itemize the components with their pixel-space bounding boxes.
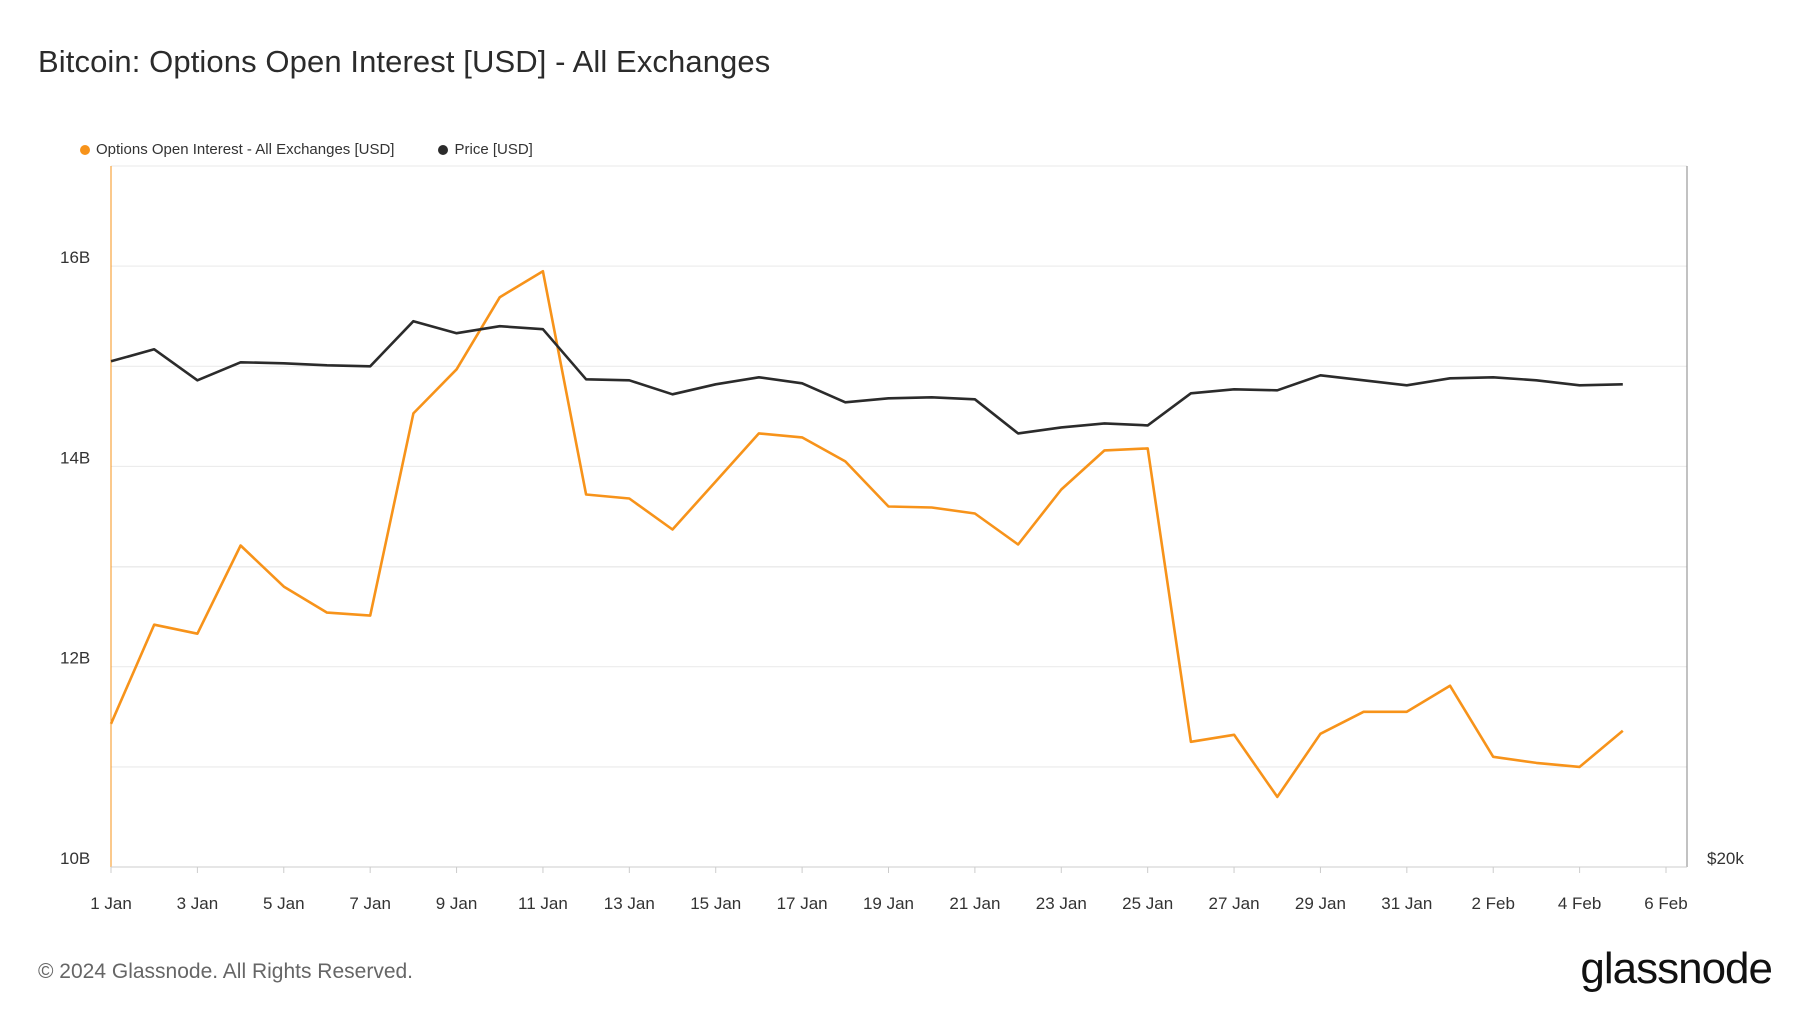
x-tick-label: 23 Jan xyxy=(1036,894,1087,913)
grid-lines xyxy=(111,265,1687,768)
legend-dot-open-interest xyxy=(80,144,90,155)
x-tick-label: 17 Jan xyxy=(777,894,828,913)
series-line-open-interest xyxy=(109,269,1624,799)
x-tick-label: 1 Jan xyxy=(90,894,132,913)
series-lines xyxy=(109,269,1624,799)
chart-title: Bitcoin: Options Open Interest [USD] - A… xyxy=(38,44,771,79)
x-tick-label: 25 Jan xyxy=(1122,894,1173,913)
x-tick-label: 9 Jan xyxy=(436,894,478,913)
y-right-tick-label: $20k xyxy=(1707,849,1744,868)
x-tick-label: 31 Jan xyxy=(1381,894,1432,913)
x-tick-label: 11 Jan xyxy=(518,894,568,913)
x-tick-label: 29 Jan xyxy=(1295,894,1346,913)
y-tick-label: 14B xyxy=(60,448,90,467)
x-tick-label: 5 Jan xyxy=(263,894,305,913)
legend-item-open-interest[interactable]: Options Open Interest - All Exchanges [U… xyxy=(80,141,394,158)
plot-frame xyxy=(110,165,1688,868)
x-tick-label: 6 Feb xyxy=(1644,894,1687,913)
series-line-price xyxy=(110,319,1623,435)
x-tick-label: 21 Jan xyxy=(949,894,1000,913)
x-tick-label: 27 Jan xyxy=(1209,894,1260,913)
x-tick-label: 3 Jan xyxy=(177,894,219,913)
y-tick-label: 16B xyxy=(60,248,90,267)
legend-item-price[interactable]: Price [USD] xyxy=(438,141,533,158)
legend-label-price: Price [USD] xyxy=(454,141,533,158)
legend: Options Open Interest - All Exchanges [U… xyxy=(80,141,533,158)
x-tick-label: 2 Feb xyxy=(1471,894,1514,913)
y-tick-label: 10B xyxy=(60,849,90,868)
x-tick-label: 4 Feb xyxy=(1558,894,1601,913)
y-tick-label: 12B xyxy=(60,649,90,668)
x-tick-label: 13 Jan xyxy=(604,894,655,913)
x-tick-label: 19 Jan xyxy=(863,894,914,913)
legend-dot-price xyxy=(438,144,449,155)
legend-label-open-interest: Options Open Interest - All Exchanges [U… xyxy=(96,141,395,158)
glassnode-logo[interactable]: glassnode xyxy=(1580,944,1773,993)
copyright-text: © 2024 Glassnode. All Rights Reserved. xyxy=(38,960,414,983)
y-axis-left: 10B 12B 14B 16B xyxy=(60,248,90,868)
x-axis: 1 Jan 3 Jan 5 Jan 7 Jan 9 Jan 11 Jan 13 Jan 15 … xyxy=(90,867,1688,913)
x-tick-label: 7 Jan xyxy=(349,894,391,913)
y-axis-right: $20k xyxy=(1707,849,1744,868)
x-tick-label: 15 Jan xyxy=(690,894,741,913)
